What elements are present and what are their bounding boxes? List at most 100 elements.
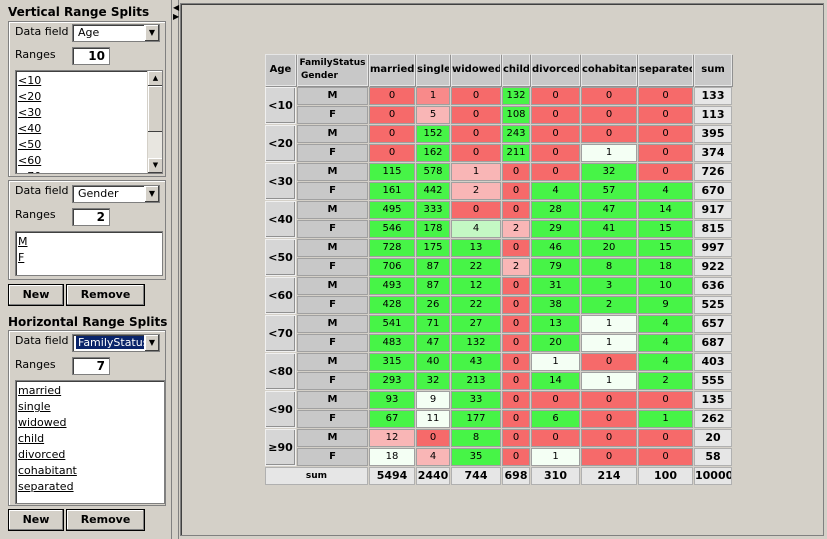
list-item[interactable]: child bbox=[18, 432, 45, 445]
ranges-input-age[interactable]: 10 bbox=[72, 47, 110, 65]
list-item[interactable]: widowed bbox=[18, 416, 67, 429]
remove-vertical-button[interactable]: Remove bbox=[66, 284, 145, 306]
table-cell: 213 bbox=[451, 372, 501, 390]
table-cell: 46 bbox=[531, 239, 580, 257]
gender-label: M bbox=[297, 87, 368, 105]
list-item[interactable]: separated bbox=[18, 480, 74, 493]
list-item[interactable]: single bbox=[18, 400, 51, 413]
column-header-separated: separated bbox=[638, 54, 693, 86]
table-cell: 5 bbox=[416, 106, 450, 124]
row-sum: 670 bbox=[694, 182, 732, 200]
table-cell: 495 bbox=[369, 201, 415, 219]
table-cell: 93 bbox=[369, 391, 415, 409]
list-item[interactable]: F bbox=[18, 251, 25, 264]
ranges-input-familystatus[interactable]: 7 bbox=[72, 357, 110, 375]
table-cell: 0 bbox=[581, 410, 637, 428]
list-items: married single widowed child divorced cohabit… bbox=[16, 381, 164, 495]
table-cell: 0 bbox=[502, 296, 530, 314]
collapse-left-icon[interactable]: ◀ bbox=[173, 3, 180, 12]
table-cell: 0 bbox=[581, 448, 637, 466]
list-scrollbar[interactable]: ▲ ▼ bbox=[147, 71, 162, 173]
table-cell: 728 bbox=[369, 239, 415, 257]
table-cell: 0 bbox=[502, 429, 530, 447]
list-item[interactable]: <40 bbox=[18, 122, 42, 135]
ranges-label: Ranges bbox=[15, 48, 56, 61]
table-cell: 175 bbox=[416, 239, 450, 257]
row-sum: 395 bbox=[694, 125, 732, 143]
table-cell: 2 bbox=[581, 296, 637, 314]
gender-label: F bbox=[297, 334, 368, 352]
row-sum: 555 bbox=[694, 372, 732, 390]
gender-label: M bbox=[297, 163, 368, 181]
remove-horizontal-button[interactable]: Remove bbox=[66, 509, 145, 531]
list-item[interactable]: married bbox=[18, 384, 62, 397]
table-cell: 13 bbox=[531, 315, 580, 333]
data-field-select-familystatus[interactable]: FamilyStatus ▼ bbox=[72, 334, 160, 352]
table-cell: 27 bbox=[451, 315, 501, 333]
scroll-down-icon[interactable]: ▼ bbox=[148, 158, 162, 173]
chevron-down-icon[interactable]: ▼ bbox=[144, 25, 159, 41]
data-field-select-gender[interactable]: Gender ▼ bbox=[72, 185, 160, 203]
table-cell: 211 bbox=[502, 144, 530, 162]
table-cell: 483 bbox=[369, 334, 415, 352]
gender-label: F bbox=[297, 182, 368, 200]
panel-splitter[interactable]: ◀ ▶ bbox=[172, 0, 179, 539]
ranges-input-gender[interactable]: 2 bbox=[72, 208, 110, 226]
expand-right-icon[interactable]: ▶ bbox=[173, 12, 180, 21]
table-cell: 57 bbox=[581, 182, 637, 200]
select-value: Age bbox=[78, 26, 100, 39]
table-cell: 0 bbox=[451, 125, 501, 143]
table-cell: 33 bbox=[451, 391, 501, 409]
data-field-label: Data field bbox=[15, 25, 69, 38]
list-item[interactable]: <60 bbox=[18, 154, 42, 167]
data-field-select-age[interactable]: Age ▼ bbox=[72, 24, 160, 42]
table-cell: 4 bbox=[451, 220, 501, 238]
list-item[interactable]: <10 bbox=[18, 74, 42, 87]
new-vertical-button[interactable]: New bbox=[8, 284, 64, 306]
list-item[interactable]: <70 bbox=[16, 169, 162, 173]
row-sum: 657 bbox=[694, 315, 732, 333]
table-cell: 315 bbox=[369, 353, 415, 371]
table-cell: 10 bbox=[638, 277, 693, 295]
table-cell: 1 bbox=[451, 163, 501, 181]
row-sum: 636 bbox=[694, 277, 732, 295]
list-items: <10 <20 <30 <40 <50 <60 <70 bbox=[16, 71, 162, 173]
gender-label: M bbox=[297, 353, 368, 371]
table-cell: 4 bbox=[638, 353, 693, 371]
chevron-down-icon[interactable]: ▼ bbox=[144, 335, 159, 351]
gender-label: M bbox=[297, 201, 368, 219]
table-cell: 0 bbox=[451, 87, 501, 105]
table-cell: 293 bbox=[369, 372, 415, 390]
age-range-list[interactable]: <10 <20 <30 <40 <50 <60 <70 ▲ ▼ bbox=[15, 70, 163, 174]
table-cell: 13 bbox=[451, 239, 501, 257]
list-item[interactable]: <50 bbox=[18, 138, 42, 151]
list-item[interactable]: divorced bbox=[18, 448, 66, 461]
table-cell: 8 bbox=[451, 429, 501, 447]
chevron-down-icon[interactable]: ▼ bbox=[144, 186, 159, 202]
age-group-label: ≥90 bbox=[265, 429, 296, 466]
list-item[interactable]: cohabitant bbox=[18, 464, 77, 477]
list-item[interactable]: M bbox=[18, 235, 28, 248]
table-cell: 0 bbox=[369, 144, 415, 162]
table-cell: 0 bbox=[638, 429, 693, 447]
select-value: Gender bbox=[78, 187, 119, 200]
scroll-thumb[interactable] bbox=[148, 86, 162, 132]
row-sum: 922 bbox=[694, 258, 732, 276]
table-cell: 79 bbox=[531, 258, 580, 276]
row-sum: 525 bbox=[694, 296, 732, 314]
table-cell: 0 bbox=[638, 448, 693, 466]
row-sum: 133 bbox=[694, 87, 732, 105]
table-cell: 0 bbox=[502, 448, 530, 466]
list-item[interactable]: <30 bbox=[18, 106, 42, 119]
table-cell: 35 bbox=[451, 448, 501, 466]
table-cell: 0 bbox=[369, 106, 415, 124]
list-item[interactable]: <20 bbox=[18, 90, 42, 103]
scroll-up-icon[interactable]: ▲ bbox=[148, 71, 162, 86]
new-horizontal-button[interactable]: New bbox=[8, 509, 64, 531]
table-cell: 0 bbox=[502, 372, 530, 390]
table-cell: 333 bbox=[416, 201, 450, 219]
familystatus-range-list[interactable]: married single widowed child divorced cohabit… bbox=[15, 380, 165, 504]
table-cell: 0 bbox=[581, 87, 637, 105]
table-cell: 0 bbox=[638, 106, 693, 124]
